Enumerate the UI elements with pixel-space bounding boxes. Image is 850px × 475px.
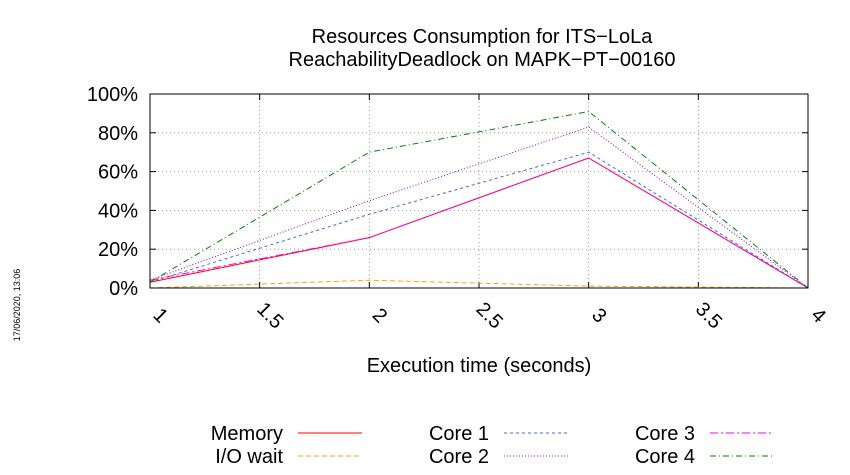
x-tick-label: 2 bbox=[368, 304, 391, 327]
y-tick-label: 60% bbox=[98, 162, 138, 184]
legend-label-core-2: Core 2 bbox=[429, 446, 489, 468]
legend-label-core-1: Core 1 bbox=[429, 423, 489, 445]
series-line-core-4 bbox=[149, 110, 809, 289]
series-line-core-3 bbox=[149, 157, 809, 289]
x-tick-label: 1 bbox=[149, 304, 172, 327]
x-tick-label: 1.5 bbox=[252, 298, 287, 333]
legend-label-memory: Memory bbox=[211, 423, 283, 445]
x-tick-label: 3 bbox=[587, 304, 610, 327]
plot-frame bbox=[149, 93, 809, 289]
legend-label-core-3: Core 3 bbox=[635, 423, 695, 445]
chart-subtitle: ReachabilityDeadlock on MAPK−PT−00160 bbox=[289, 49, 676, 71]
x-axis-label: Execution time (seconds) bbox=[367, 355, 592, 377]
x-tick-label: 2.5 bbox=[472, 298, 507, 333]
y-tick-label: 80% bbox=[98, 123, 138, 145]
x-tick-label: 3.5 bbox=[691, 298, 726, 333]
series-line-core-2 bbox=[149, 126, 809, 289]
timestamp-label: 17/06/2020, 13:06 bbox=[12, 269, 22, 342]
series-line-core-1 bbox=[149, 151, 809, 289]
y-tick-label: 100% bbox=[87, 84, 138, 106]
y-tick-label: 20% bbox=[98, 239, 138, 261]
series-line-memory bbox=[149, 157, 809, 289]
x-tick-label: 4 bbox=[807, 304, 830, 327]
grid-lines bbox=[150, 94, 808, 288]
series-lines bbox=[149, 110, 809, 289]
y-tick-label: 40% bbox=[98, 200, 138, 222]
series-line-i-o-wait bbox=[149, 279, 809, 289]
y-tick-label: 0% bbox=[109, 278, 138, 300]
y-axis-ticks: 0% 20% 40% 60% 80% 100% bbox=[87, 84, 808, 300]
legend-label-i-o-wait: I/O wait bbox=[215, 446, 283, 468]
legend-label-core-4: Core 4 bbox=[635, 446, 695, 468]
x-axis-ticks: 1 1.5 2 2.5 3 3.5 4 bbox=[149, 94, 830, 333]
chart-title: Resources Consumption for ITS−LoLa bbox=[312, 26, 654, 48]
